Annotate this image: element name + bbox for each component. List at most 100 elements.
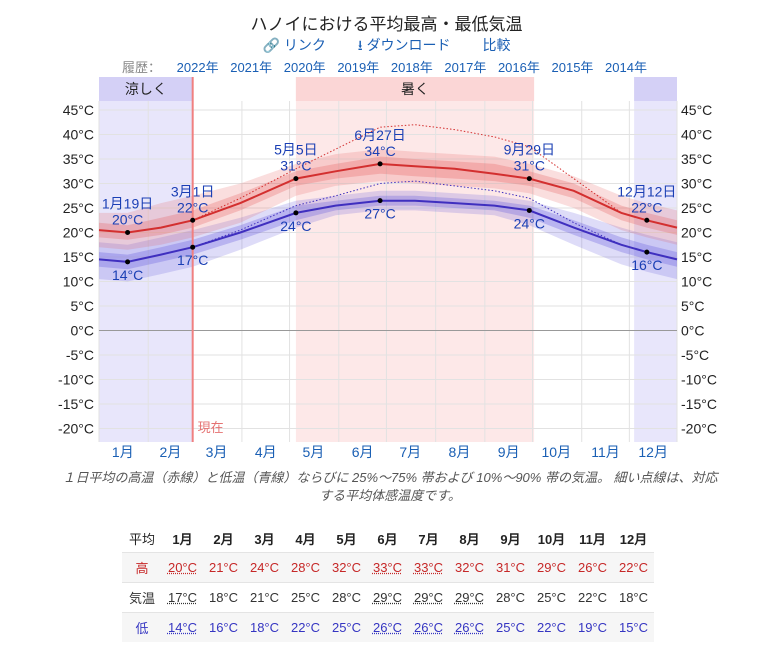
x-tick-label: 2月 <box>160 444 182 460</box>
high-feels-line <box>98 124 678 234</box>
y-tick-label-right: 20°C <box>681 225 712 241</box>
y-tick-label-right: -10°C <box>681 372 717 388</box>
y-tick-label-left: 0°C <box>71 323 95 339</box>
y-tick-label-left: 45°C <box>63 102 94 118</box>
annotation-date: 12月12日 <box>617 183 676 199</box>
compare-label: 比較 <box>482 37 511 53</box>
high-band-10-90 <box>99 149 677 250</box>
table-header-cell: 7月 <box>418 531 439 547</box>
table-cell[interactable]: 33°C <box>367 552 408 583</box>
table-cell: 18°C <box>613 582 654 613</box>
annotation-point <box>190 244 196 250</box>
table-cell: 21°C <box>203 552 244 583</box>
annotation-value: 16°C <box>631 257 662 273</box>
compare-button[interactable]: 比較 <box>482 37 510 53</box>
history-year-link[interactable]: 2020年 <box>283 60 326 75</box>
table-cell: 22°C <box>613 552 654 583</box>
table-row-mean: 気温 17°C 18°C 21°C 25°C 28°C 29°C 29°C 29… <box>122 582 654 613</box>
history-year-link[interactable]: 2014年 <box>605 60 647 75</box>
table-cell: 21°C <box>244 582 285 613</box>
table-cell: 25°C <box>285 582 326 613</box>
y-tick-label-right: 45°C <box>681 102 712 118</box>
download-button[interactable]: ⭳ ダウンロード <box>358 37 451 53</box>
annotation-point <box>125 230 131 235</box>
table-header-cell: 2月 <box>213 531 234 547</box>
annotation-date: 5月5日 <box>274 142 318 158</box>
table-cell: 19°C <box>572 612 613 642</box>
y-tick-label-left: 25°C <box>63 200 94 216</box>
table-header-cell: 8月 <box>459 531 480 547</box>
history-year-link[interactable]: 2018年 <box>390 60 433 75</box>
table-cell[interactable]: 29°C <box>367 582 408 613</box>
table-cell: 28°C <box>285 552 326 583</box>
annotation-value: 34°C <box>364 143 395 159</box>
table-cell: 31°C <box>490 552 531 583</box>
y-tick-label-left: 20°C <box>63 225 94 241</box>
table-row-high: 高 20°C 21°C 24°C 28°C 32°C 33°C 33°C 32°… <box>122 552 654 583</box>
annotation-point <box>293 176 299 182</box>
action-links: 🔗 リンク ⭳ ダウンロード 比較 <box>0 35 773 59</box>
row-label-high: 高 <box>122 552 162 583</box>
download-label: ダウンロード <box>366 37 451 53</box>
season-band <box>99 77 193 442</box>
table-header-cell: 6月 <box>377 531 398 547</box>
table-cell[interactable]: 26°C <box>449 612 490 642</box>
table-cell: 25°C <box>531 582 572 613</box>
table-header-cell: 3月 <box>254 531 275 547</box>
table-cell: 28°C <box>326 582 367 613</box>
history-year-link[interactable]: 2015年 <box>551 60 594 75</box>
table-header-cell: 9月 <box>500 531 521 547</box>
link-icon: 🔗 <box>262 37 280 53</box>
annotation-date: 1月19日 <box>102 196 153 212</box>
annotation-value: 20°C <box>112 212 143 228</box>
season-header <box>99 77 193 101</box>
table-cell[interactable]: 17°C <box>162 582 203 613</box>
annotation-point <box>526 207 532 213</box>
y-tick-label-right: -5°C <box>681 347 709 363</box>
table-header-cell: 4月 <box>295 531 316 547</box>
download-icon: ⭳ <box>357 37 363 53</box>
table-cell[interactable]: 26°C <box>408 612 449 642</box>
y-tick-label-right: 5°C <box>681 298 705 314</box>
annotation-point <box>125 259 131 265</box>
table-cell[interactable]: 33°C <box>408 552 449 583</box>
history-year-link[interactable]: 2019年 <box>337 60 380 75</box>
link-label: リンク <box>283 37 326 53</box>
table-cell[interactable]: 14°C <box>162 612 203 642</box>
y-tick-label-right: 25°C <box>681 200 712 216</box>
season-band <box>295 77 535 442</box>
y-tick-label-right: 15°C <box>681 249 712 265</box>
y-tick-label-right: -20°C <box>681 421 717 437</box>
history-year-link[interactable]: 2021年 <box>230 60 273 75</box>
monthly-average-table: 平均 1月 2月 3月 4月 5月 6月 7月 8月 9月 10月 11月 12… <box>122 524 654 642</box>
y-tick-label-left: 15°C <box>63 249 94 265</box>
link-button[interactable]: 🔗 リンク <box>263 37 326 53</box>
annotation-point <box>377 161 383 167</box>
table-cell: 24°C <box>244 552 285 583</box>
history-year-link[interactable]: 2022年 <box>176 60 219 75</box>
table-cell[interactable]: 20°C <box>162 552 203 583</box>
row-label-mean: 気温 <box>122 582 162 613</box>
chart-title: ハノイにおける平均最高・最低気温 <box>250 15 523 34</box>
y-tick-label-right: 0°C <box>681 323 705 339</box>
table-cell[interactable]: 29°C <box>449 582 490 613</box>
table-cell: 16°C <box>203 612 244 642</box>
annotation-date: 6月27日 <box>354 127 405 143</box>
chart-caption: １日平均の高温（赤線）と低温（青線）ならびに 25%〜75% 帯および 10%〜… <box>62 470 718 503</box>
table-cell: 15°C <box>613 612 654 642</box>
annotation-point <box>190 217 196 223</box>
low-series-line <box>98 199 678 263</box>
table-cell[interactable]: 26°C <box>367 612 408 642</box>
annotation-value: 27°C <box>364 206 395 222</box>
y-tick-label-right: 10°C <box>681 274 712 290</box>
y-tick-label-left: -20°C <box>58 421 94 437</box>
annotation-point <box>293 210 299 216</box>
season-band <box>634 77 677 442</box>
history-year-link[interactable]: 2016年 <box>497 60 540 75</box>
table-cell[interactable]: 29°C <box>408 582 449 613</box>
y-tick-label-left: 35°C <box>63 151 94 167</box>
history-year-link[interactable]: 2017年 <box>444 60 487 75</box>
high-series-line <box>98 162 678 234</box>
table-cell: 22°C <box>531 612 572 642</box>
low-band-25-75 <box>99 195 677 270</box>
